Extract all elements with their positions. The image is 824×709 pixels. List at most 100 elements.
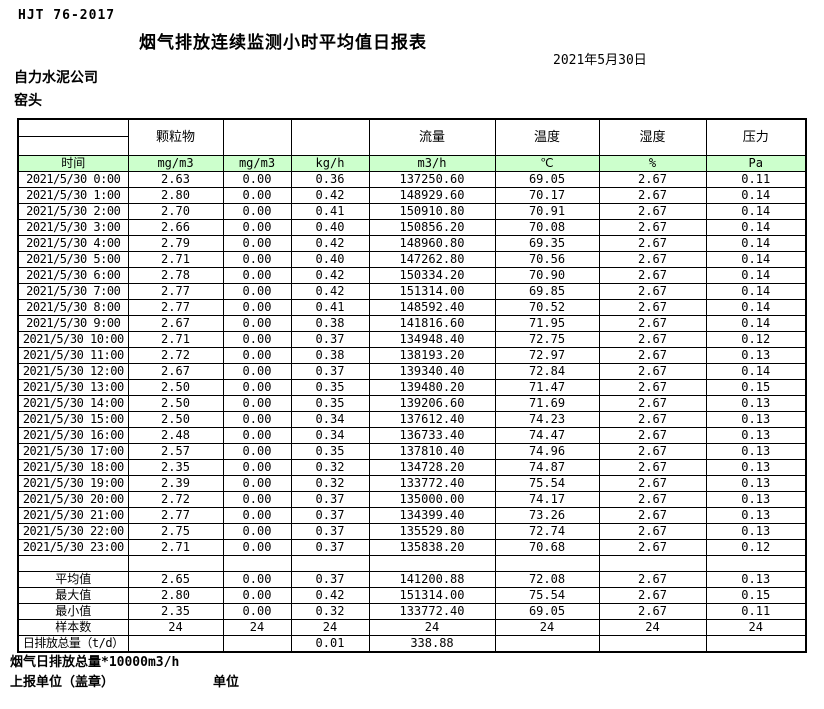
- value-cell: 0.13: [705, 571, 807, 588]
- empty-cell: [127, 555, 224, 572]
- table-row: 2021/5/30 12:00 2.67 0.00 0.37 139340.40 72.8…: [17, 363, 807, 380]
- value-cell: 0.35: [290, 379, 370, 396]
- value-cell: 2.67: [598, 219, 707, 236]
- value-cell: 2.80: [127, 187, 224, 204]
- value-cell: 2.67: [598, 587, 707, 604]
- time-cell: 2021/5/30 18:00: [17, 459, 129, 476]
- summary-label-cell: 最小值: [17, 603, 129, 620]
- time-cell: 2021/5/30 7:00: [17, 283, 129, 300]
- value-cell: 0.15: [705, 379, 807, 396]
- value-cell: 2.39: [127, 475, 224, 492]
- value-cell: 134728.20: [368, 459, 496, 476]
- value-cell: 2.67: [598, 395, 707, 412]
- empty-cell: [17, 555, 129, 572]
- value-cell: 148592.40: [368, 299, 496, 316]
- value-cell: 2.67: [127, 363, 224, 380]
- time-cell: 2021/5/30 8:00: [17, 299, 129, 316]
- value-cell: 2.67: [598, 523, 707, 540]
- value-cell: 24: [222, 619, 292, 636]
- table-row: 2021/5/30 20:00 2.72 0.00 0.37 135000.00 74.1…: [17, 491, 807, 508]
- value-cell: 2.67: [598, 283, 707, 300]
- empty-cell: [290, 555, 370, 572]
- time-cell: 2021/5/30 9:00: [17, 315, 129, 332]
- summary-label-cell: 最大值: [17, 587, 129, 604]
- value-cell: 71.95: [494, 315, 600, 332]
- empty-cell: [222, 555, 292, 572]
- group-header-flow: 流量: [368, 118, 496, 156]
- value-cell: 2.67: [598, 203, 707, 220]
- value-cell: 2.71: [127, 251, 224, 268]
- empty-cell: [705, 555, 807, 572]
- group-header-temperature: 温度: [494, 118, 600, 156]
- value-cell: 0.12: [705, 331, 807, 348]
- value-cell: 138193.20: [368, 347, 496, 364]
- summary-row: 样本数 24 24 24 24 24 24 24: [17, 619, 807, 636]
- time-cell: 2021/5/30 20:00: [17, 491, 129, 508]
- value-cell: 74.17: [494, 491, 600, 508]
- table-row: 2021/5/30 21:00 2.77 0.00 0.37 134399.40 73.2…: [17, 507, 807, 524]
- summary-row: 最大值 2.80 0.00 0.42 151314.00 75.54 2.67 0.15: [17, 587, 807, 604]
- table-row: 2021/5/30 1:00 2.80 0.00 0.42 148929.60 70.17…: [17, 187, 807, 204]
- summary-row: 最小值 2.35 0.00 0.32 133772.40 69.05 2.67 0.11: [17, 603, 807, 620]
- value-cell: 2.66: [127, 219, 224, 236]
- table-row: 2021/5/30 14:00 2.50 0.00 0.35 139206.60 71.6…: [17, 395, 807, 412]
- unit-header-row: 时间 mg/m3 mg/m3 kg/h m3/h ℃ % Pa: [17, 155, 807, 172]
- value-cell: 0.00: [222, 539, 292, 556]
- unit-header-cell: mg/m3: [222, 155, 292, 172]
- summary-label-cell: 平均值: [17, 571, 129, 588]
- value-cell: 2.67: [598, 299, 707, 316]
- value-cell: 75.54: [494, 587, 600, 604]
- unit-header-cell: mg/m3: [127, 155, 224, 172]
- value-cell: 0.14: [705, 267, 807, 284]
- value-cell: 69.85: [494, 283, 600, 300]
- value-cell: 0.00: [222, 491, 292, 508]
- value-cell: 70.08: [494, 219, 600, 236]
- value-cell: 2.67: [598, 507, 707, 524]
- value-cell: 0.41: [290, 203, 370, 220]
- value-cell: 0.40: [290, 251, 370, 268]
- value-cell: 2.77: [127, 299, 224, 316]
- value-cell: 0.14: [705, 299, 807, 316]
- value-cell: 73.26: [494, 507, 600, 524]
- value-cell: 0.00: [222, 347, 292, 364]
- unit-header-cell: kg/h: [290, 155, 370, 172]
- value-cell: 0.11: [705, 171, 807, 188]
- value-cell: 0.35: [290, 395, 370, 412]
- value-cell: 0.14: [705, 283, 807, 300]
- value-cell: [494, 635, 600, 653]
- value-cell: 0.37: [290, 571, 370, 588]
- value-cell: 2.67: [598, 491, 707, 508]
- value-cell: 0.15: [705, 587, 807, 604]
- value-cell: 2.67: [598, 411, 707, 428]
- value-cell: 70.91: [494, 203, 600, 220]
- value-cell: 135529.80: [368, 523, 496, 540]
- value-cell: 0.01: [290, 635, 370, 653]
- value-cell: 69.05: [494, 171, 600, 188]
- value-cell: 0.00: [222, 299, 292, 316]
- value-cell: 0.14: [705, 219, 807, 236]
- value-cell: 141816.60: [368, 315, 496, 332]
- value-cell: 0.41: [290, 299, 370, 316]
- value-cell: 137810.40: [368, 443, 496, 460]
- table-row: 2021/5/30 15:00 2.50 0.00 0.34 137612.40 74.2…: [17, 411, 807, 428]
- value-cell: 0.14: [705, 363, 807, 380]
- value-cell: 2.67: [598, 603, 707, 620]
- value-cell: 0.00: [222, 235, 292, 252]
- station-name: 窑头: [14, 93, 42, 109]
- value-cell: 2.67: [598, 251, 707, 268]
- value-cell: 0.00: [222, 603, 292, 620]
- time-cell: 2021/5/30 15:00: [17, 411, 129, 428]
- value-cell: 2.50: [127, 379, 224, 396]
- value-cell: 0.13: [705, 475, 807, 492]
- value-cell: 72.74: [494, 523, 600, 540]
- time-cell: 2021/5/30 13:00: [17, 379, 129, 396]
- value-cell: 0.14: [705, 203, 807, 220]
- table-row: 2021/5/30 22:00 2.75 0.00 0.37 135529.80 72.7…: [17, 523, 807, 540]
- value-cell: 0.00: [222, 571, 292, 588]
- value-cell: 2.71: [127, 331, 224, 348]
- time-cell: 2021/5/30 3:00: [17, 219, 129, 236]
- value-cell: 134399.40: [368, 507, 496, 524]
- value-cell: 70.90: [494, 267, 600, 284]
- value-cell: 0.13: [705, 395, 807, 412]
- value-cell: 0.00: [222, 379, 292, 396]
